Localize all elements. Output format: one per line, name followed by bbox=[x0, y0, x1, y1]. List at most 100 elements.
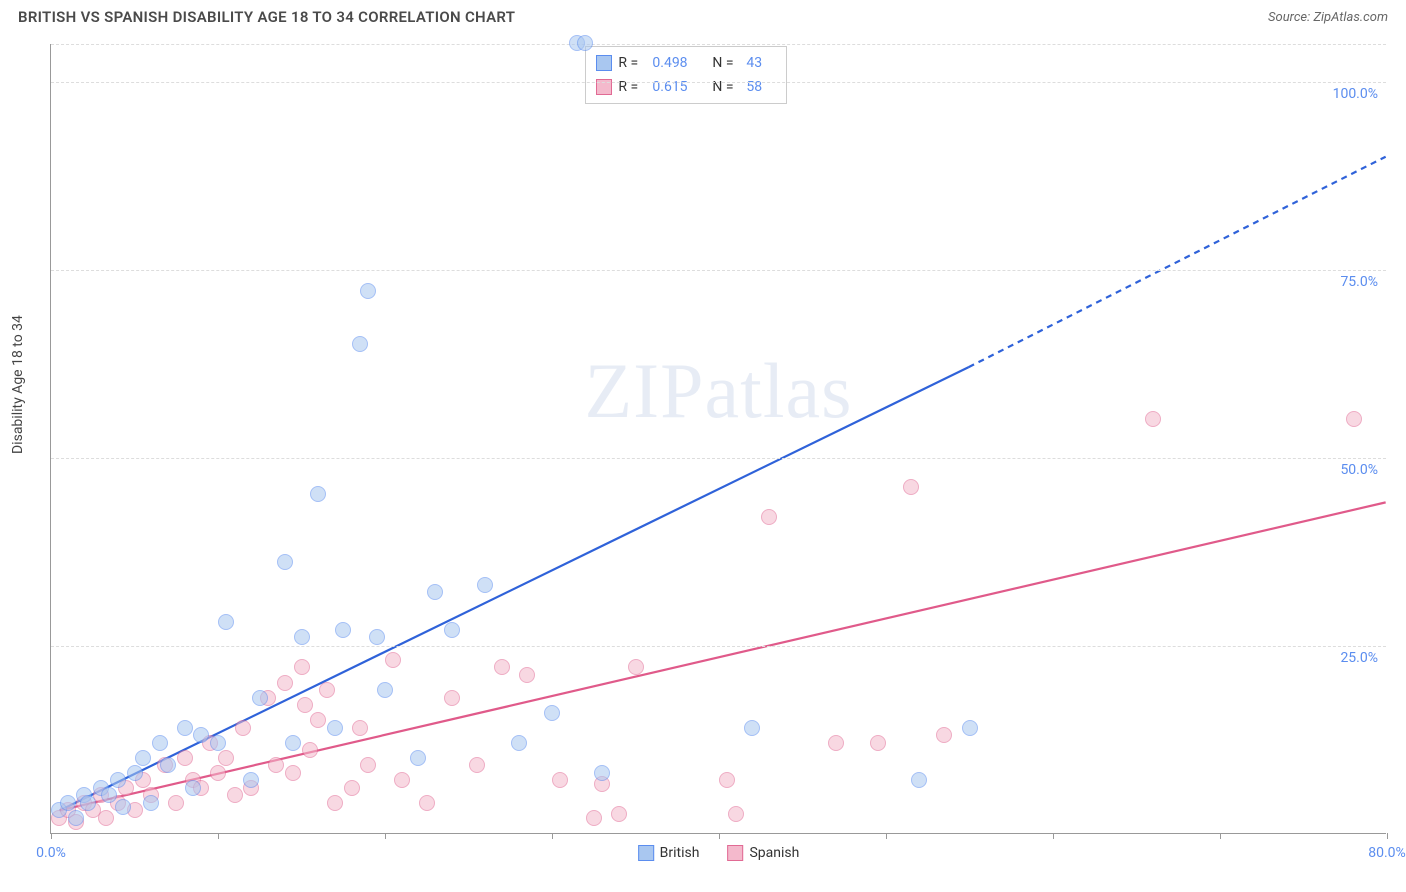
scatter-point-spanish bbox=[519, 667, 535, 683]
scatter-point-british bbox=[911, 772, 927, 788]
scatter-point-spanish bbox=[327, 795, 343, 811]
scatter-point-spanish bbox=[586, 810, 602, 826]
scatter-point-spanish bbox=[444, 690, 460, 706]
scatter-point-spanish bbox=[761, 509, 777, 525]
scatter-point-british bbox=[160, 757, 176, 773]
scatter-point-spanish bbox=[218, 750, 234, 766]
trend-lines-layer bbox=[51, 44, 1386, 833]
scatter-point-british bbox=[327, 720, 343, 736]
scatter-point-spanish bbox=[177, 750, 193, 766]
stat-row-spanish: R =0.615N =58 bbox=[596, 75, 776, 99]
source-attribution: Source: ZipAtlas.com bbox=[1268, 10, 1388, 25]
legend-swatch-spanish bbox=[727, 845, 743, 861]
scatter-point-spanish bbox=[302, 742, 318, 758]
scatter-point-british bbox=[110, 772, 126, 788]
scatter-point-british bbox=[369, 629, 385, 645]
scatter-point-spanish bbox=[294, 659, 310, 675]
scatter-point-british bbox=[594, 765, 610, 781]
scatter-point-british bbox=[101, 787, 117, 803]
x-tick-mark bbox=[385, 833, 386, 839]
trendline-spanish bbox=[60, 502, 1386, 810]
x-tick-mark bbox=[1220, 833, 1221, 839]
scatter-point-british bbox=[277, 554, 293, 570]
stat-r-value: 0.498 bbox=[652, 55, 706, 71]
gridline-h bbox=[51, 270, 1386, 271]
scatter-point-spanish bbox=[285, 765, 301, 781]
stat-n-label: N = bbox=[712, 55, 740, 71]
scatter-point-spanish bbox=[360, 757, 376, 773]
x-tick-mark bbox=[719, 833, 720, 839]
chart-container: Disability Age 18 to 34 ZIPatlas R =0.49… bbox=[0, 34, 1406, 892]
scatter-point-spanish bbox=[1346, 411, 1362, 427]
source-name: ZipAtlas.com bbox=[1313, 10, 1388, 25]
scatter-point-british bbox=[60, 795, 76, 811]
scatter-point-spanish bbox=[344, 780, 360, 796]
stat-swatch-british bbox=[596, 55, 612, 71]
scatter-point-spanish bbox=[319, 682, 335, 698]
legend-label-spanish: Spanish bbox=[749, 845, 799, 861]
header-bar: BRITISH VS SPANISH DISABILITY AGE 18 TO … bbox=[0, 0, 1406, 32]
x-tick-mark bbox=[1053, 833, 1054, 839]
scatter-point-spanish bbox=[469, 757, 485, 773]
scatter-point-british bbox=[377, 682, 393, 698]
plot-area: ZIPatlas R =0.498N =43R =0.615N =58 Brit… bbox=[50, 44, 1386, 834]
y-tick-label: 50.0% bbox=[1340, 462, 1378, 478]
x-tick-label: 0.0% bbox=[36, 845, 66, 861]
gridline-h bbox=[51, 646, 1386, 647]
y-tick-label: 75.0% bbox=[1340, 274, 1378, 290]
stat-row-british: R = 0.498 N = 43 bbox=[596, 51, 776, 75]
legend-item-british: British bbox=[638, 845, 700, 861]
scatter-point-british bbox=[511, 735, 527, 751]
scatter-point-spanish bbox=[98, 810, 114, 826]
scatter-point-spanish bbox=[394, 772, 410, 788]
scatter-point-spanish bbox=[385, 652, 401, 668]
x-tick-mark bbox=[51, 833, 52, 839]
scatter-point-british bbox=[294, 629, 310, 645]
scatter-point-spanish bbox=[297, 697, 313, 713]
scatter-point-spanish bbox=[494, 659, 510, 675]
gridline-h bbox=[51, 458, 1386, 459]
scatter-point-british bbox=[135, 750, 151, 766]
legend-label-british: British bbox=[660, 845, 700, 861]
scatter-point-spanish bbox=[552, 772, 568, 788]
y-tick-label: 100.0% bbox=[1333, 86, 1378, 102]
scatter-point-spanish bbox=[227, 787, 243, 803]
trendline-dash-british bbox=[969, 157, 1386, 367]
scatter-point-british bbox=[335, 622, 351, 638]
scatter-point-british bbox=[410, 750, 426, 766]
legend-swatch-british bbox=[638, 845, 654, 861]
scatter-point-british bbox=[218, 614, 234, 630]
scatter-point-british bbox=[427, 584, 443, 600]
stat-r-label: R = bbox=[618, 55, 646, 71]
scatter-point-british bbox=[152, 735, 168, 751]
y-tick-label: 25.0% bbox=[1340, 650, 1378, 666]
source-prefix: Source: bbox=[1268, 10, 1313, 25]
scatter-point-british bbox=[962, 720, 978, 736]
scatter-point-spanish bbox=[277, 675, 293, 691]
stat-n-value: 43 bbox=[746, 55, 776, 71]
scatter-point-british bbox=[210, 735, 226, 751]
scatter-point-spanish bbox=[936, 727, 952, 743]
scatter-point-spanish bbox=[728, 806, 744, 822]
x-tick-mark bbox=[886, 833, 887, 839]
scatter-point-british bbox=[127, 765, 143, 781]
scatter-point-british bbox=[352, 336, 368, 352]
legend-item-spanish: Spanish bbox=[727, 845, 799, 861]
scatter-point-british bbox=[310, 486, 326, 502]
scatter-point-british bbox=[177, 720, 193, 736]
x-tick-mark bbox=[218, 833, 219, 839]
scatter-point-british bbox=[243, 772, 259, 788]
x-tick-label: 80.0% bbox=[1368, 845, 1406, 861]
scatter-point-spanish bbox=[352, 720, 368, 736]
gridline-h bbox=[51, 82, 1386, 83]
scatter-point-british bbox=[544, 705, 560, 721]
scatter-point-spanish bbox=[719, 772, 735, 788]
scatter-point-spanish bbox=[828, 735, 844, 751]
scatter-point-spanish bbox=[268, 757, 284, 773]
scatter-point-british bbox=[143, 795, 159, 811]
x-tick-mark bbox=[1387, 833, 1388, 839]
y-axis-label: Disability Age 18 to 34 bbox=[10, 315, 26, 454]
x-tick-mark bbox=[552, 833, 553, 839]
scatter-point-british bbox=[360, 283, 376, 299]
scatter-point-british bbox=[744, 720, 760, 736]
